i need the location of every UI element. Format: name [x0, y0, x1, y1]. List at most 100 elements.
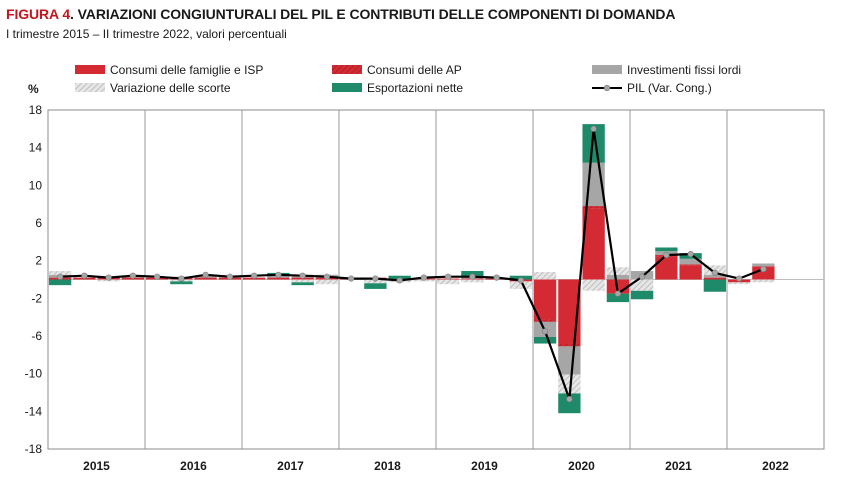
bar-scorte [315, 279, 339, 285]
bar-consumi_famiglie [267, 277, 290, 280]
pil-point [639, 273, 646, 280]
pil-point [469, 273, 476, 280]
pil-point [299, 272, 306, 279]
bar-investimenti [752, 263, 775, 267]
bar-scorte [509, 281, 533, 289]
chart-subtitle: I trimestre 2015 – II trimestre 2022, va… [6, 27, 287, 41]
pil-point [590, 125, 597, 132]
legend-label-pil: PIL (Var. Cong.) [627, 81, 712, 95]
bar-consumi_famiglie [533, 279, 557, 320]
pil-point [614, 290, 621, 297]
bar-esportazioni [630, 290, 654, 300]
bar-esportazioni [48, 279, 72, 286]
pil-point [105, 274, 112, 281]
bar-scorte [558, 374, 581, 394]
legend-label-scorte: Variazione delle scorte [110, 81, 231, 95]
legend-swatch-scorte [75, 83, 105, 92]
legend-swatch-esportazioni [332, 83, 362, 92]
y-tick-label: 2 [35, 254, 42, 268]
legend-label-consumi_famiglie: Consumi delle famiglie e ISP [110, 63, 263, 77]
bar-scorte [436, 279, 460, 285]
pil-point [493, 274, 500, 281]
x-tick-label: 2015 [83, 459, 110, 473]
pil-point [711, 269, 718, 277]
bar-esportazioni [606, 293, 630, 303]
bar-investimenti [679, 258, 702, 265]
legend-swatch-investimenti [592, 65, 622, 74]
bar-consumi_ap [533, 319, 557, 322]
bar-esportazioni [364, 283, 387, 289]
legend: Consumi delle famiglie e ISP Consumi dell… [75, 63, 741, 95]
pil-point [760, 266, 767, 273]
y-tick-label: 6 [35, 216, 42, 230]
pil-point [420, 274, 427, 281]
y-tick-label: 10 [29, 178, 43, 192]
pil-point [566, 395, 573, 403]
pil-point [396, 277, 403, 284]
y-tick-label: -6 [31, 329, 42, 343]
pil-point [445, 273, 452, 280]
pil-point [129, 272, 136, 279]
x-tick-label: 2020 [568, 459, 595, 473]
bar-scorte [630, 279, 654, 291]
x-tick-label: 2021 [665, 459, 692, 473]
figure-label: FIGURA 4 [6, 6, 71, 22]
y-axis-unit: % [28, 82, 39, 96]
bar-esportazioni [703, 279, 727, 292]
pil-point [251, 272, 258, 279]
x-tick-label: 2016 [180, 459, 207, 473]
bar-investimenti [558, 346, 581, 375]
legend-swatch-consumi_famiglie [75, 65, 105, 74]
axes: 18 14 10 6 2 -2 -6 -10 -14 -18 2015 2016 2017 2018 201… [25, 103, 790, 473]
pil-point [348, 275, 355, 282]
bar-scorte [461, 279, 484, 283]
bar-esportazioni [291, 282, 314, 286]
x-tick-label: 2022 [762, 459, 789, 473]
bar-esportazioni [533, 336, 557, 344]
y-tick-label: 18 [29, 103, 43, 117]
y-tick-label: -18 [25, 442, 43, 456]
bar-consumi_famiglie [582, 208, 605, 280]
bar-consumi_famiglie [703, 277, 727, 280]
y-tick-label: 14 [29, 141, 43, 155]
legend-label-esportazioni: Esportazioni nette [367, 81, 463, 95]
grid [47, 109, 825, 450]
bar-esportazioni [558, 393, 581, 414]
x-tick-label: 2017 [277, 459, 304, 473]
legend-label-consumi_ap: Consumi delle AP [367, 63, 462, 77]
pil-point [323, 273, 330, 280]
y-tick-label: -10 [25, 367, 43, 381]
bar-scorte [752, 279, 775, 283]
pil-point [57, 273, 64, 280]
bar-consumi_ap [582, 206, 605, 209]
x-tick-label: 2019 [471, 459, 498, 473]
pil-point [154, 273, 161, 280]
pil-point [517, 277, 524, 284]
bar-esportazioni [655, 247, 678, 252]
bar-scorte [606, 267, 630, 275]
chart-title: FIGURA 4. VARIAZIONI CONGIUNTURALI DEL P… [6, 6, 676, 22]
bar-investimenti [606, 274, 630, 280]
y-tick-label: -14 [25, 404, 43, 418]
bars [48, 124, 775, 414]
bar-esportazioni [582, 124, 605, 163]
pil-point [81, 272, 88, 279]
pil-point [275, 271, 282, 278]
pil-line [57, 125, 767, 403]
pil-point [663, 251, 670, 259]
bar-scorte [582, 279, 605, 291]
bar-esportazioni [170, 281, 193, 285]
y-tick-label: -2 [31, 291, 42, 305]
legend-swatch-consumi_ap [332, 65, 362, 74]
bar-investimenti [703, 274, 727, 278]
bar-scorte [727, 282, 751, 285]
bar-consumi_ap [558, 343, 581, 347]
bar-consumi_famiglie [752, 266, 775, 280]
pil-point [178, 275, 185, 282]
bar-scorte [48, 271, 72, 275]
x-tick-label: 2018 [374, 459, 401, 473]
pil-point [202, 271, 209, 278]
pil-point [736, 275, 743, 282]
bar-scorte [533, 271, 557, 280]
